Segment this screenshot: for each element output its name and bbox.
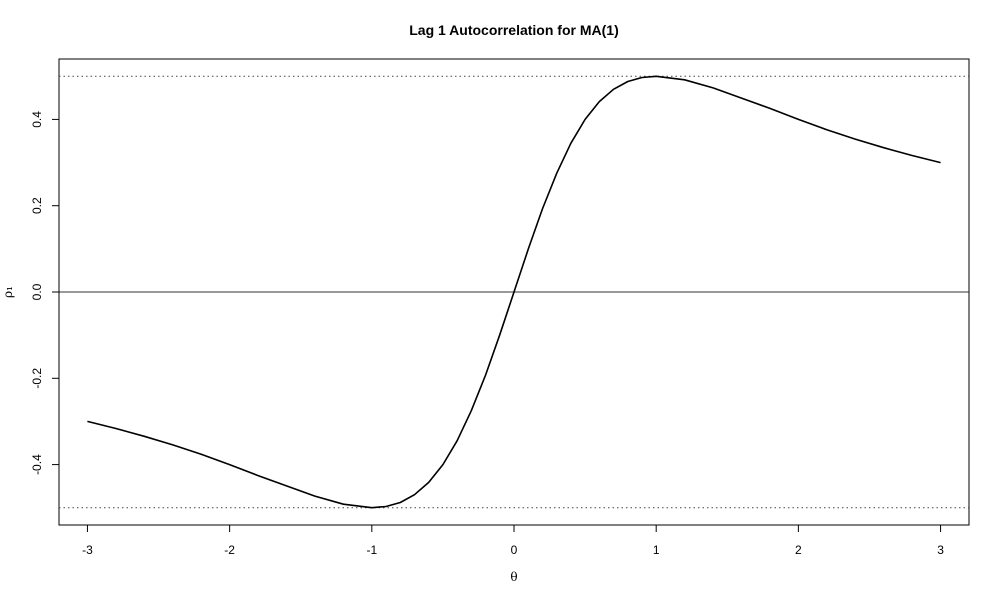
x-tick-label: 3 — [937, 543, 944, 557]
y-tick-label: -0.4 — [30, 454, 44, 475]
x-tick-label: -1 — [366, 543, 377, 557]
y-tick-label: -0.2 — [30, 368, 44, 389]
series-line-0 — [87, 75, 941, 509]
x-axis: -3 -2 -1 0 1 2 3 — [82, 524, 944, 557]
y-tick-label: 0.4 — [30, 111, 44, 128]
chart-title: Lag 1 Autocorrelation for MA(1) — [409, 22, 619, 38]
y-axis-label: ρ₁ — [1, 286, 15, 298]
x-tick-label: 0 — [511, 543, 518, 557]
x-tick-label: -3 — [82, 543, 93, 557]
x-tick-label: 2 — [795, 543, 802, 557]
series-layer — [87, 75, 941, 509]
y-axis: -0.4 -0.2 0.0 0.2 0.4 — [30, 111, 60, 475]
x-axis-label: θ — [510, 570, 517, 584]
y-tick-label: 0.0 — [30, 283, 44, 300]
x-tick-label: 1 — [653, 543, 660, 557]
y-tick-label: 0.2 — [30, 197, 44, 214]
x-tick-label: -2 — [224, 543, 235, 557]
